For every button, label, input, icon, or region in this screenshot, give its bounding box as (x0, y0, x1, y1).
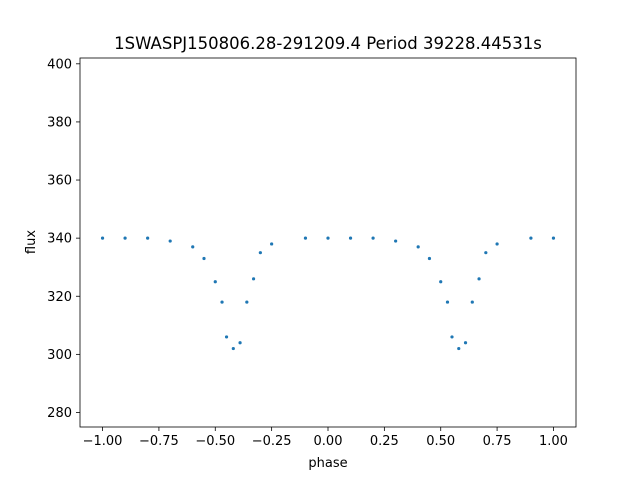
y-tick-label: 360 (47, 174, 72, 189)
data-point (484, 251, 488, 255)
data-point (477, 277, 481, 281)
data-point (168, 239, 172, 243)
y-tick-label: 300 (47, 348, 72, 363)
data-point (371, 236, 375, 240)
data-point (258, 251, 262, 255)
data-point (551, 236, 556, 240)
data-point (231, 346, 235, 351)
data-point (100, 236, 105, 240)
x-tick-label: 1.00 (539, 434, 568, 449)
x-axis-label: phase (308, 456, 347, 471)
data-point (213, 280, 217, 284)
x-tick-label: 0.00 (314, 434, 343, 449)
data-point (326, 236, 330, 240)
y-tick-label: 340 (47, 232, 72, 247)
data-point (450, 335, 454, 339)
x-tick-label: −0.50 (195, 434, 235, 449)
data-point (416, 245, 420, 249)
data-point (529, 236, 533, 240)
data-point (146, 236, 150, 240)
data-point (348, 236, 353, 240)
data-point (220, 300, 224, 304)
data-point (457, 346, 461, 351)
data-point (495, 242, 499, 246)
data-point (470, 300, 474, 304)
y-axis: 280 300 320 340 360 380 400 (47, 57, 80, 421)
data-point (439, 280, 443, 284)
y-tick-label: 400 (47, 57, 72, 72)
data-point (427, 256, 432, 261)
chart-title: 1SWASPJ150806.28-291209.4 Period 39228.4… (114, 34, 542, 53)
data-point (123, 236, 127, 240)
y-tick-label: 320 (47, 290, 72, 305)
data-point (191, 245, 195, 249)
x-tick-label: −0.25 (252, 434, 292, 449)
data-point (202, 256, 206, 261)
data-point (303, 236, 308, 240)
data-point (238, 341, 242, 345)
x-tick-label: −1.00 (83, 434, 123, 449)
x-tick-label: −0.75 (139, 434, 179, 449)
x-tick-label: 0.50 (426, 434, 455, 449)
data-point (252, 277, 256, 281)
y-tick-label: 380 (47, 115, 72, 130)
x-axis: −1.00 −0.75 −0.50 −0.25 0.00 0.25 0.50 0.75 1.00 (83, 427, 568, 449)
data-point (245, 300, 249, 304)
data-point (224, 335, 229, 339)
scatter-points (100, 236, 556, 351)
data-point (445, 300, 450, 304)
y-tick-label: 280 (47, 406, 72, 421)
data-point (394, 239, 398, 243)
x-tick-label: 0.25 (370, 434, 399, 449)
data-point (463, 341, 468, 345)
data-point (270, 242, 274, 246)
y-axis-label: flux (24, 230, 39, 254)
x-tick-label: 0.75 (483, 434, 512, 449)
